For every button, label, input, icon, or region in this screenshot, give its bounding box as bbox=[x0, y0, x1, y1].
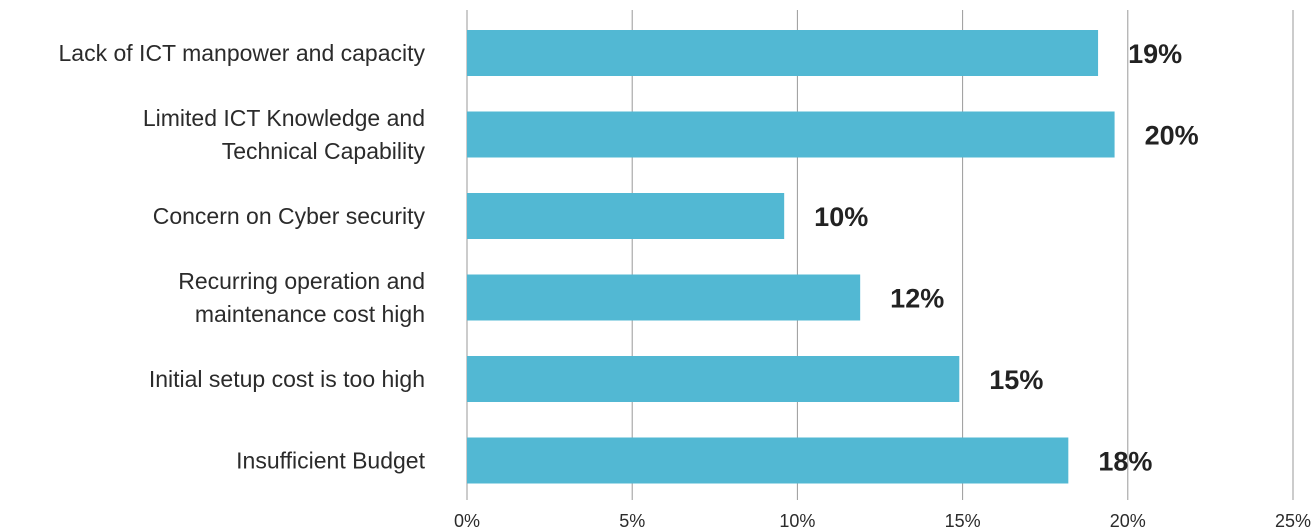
data-label: 15% bbox=[989, 365, 1043, 395]
category-label: Concern on Cyber security bbox=[153, 203, 426, 229]
category-label: Insufficient Budget bbox=[236, 448, 425, 474]
x-tick-label: 25% bbox=[1275, 511, 1311, 529]
bar bbox=[467, 274, 861, 321]
category-label: Limited ICT Knowledge and Technical Capab… bbox=[143, 105, 426, 164]
x-axis-tick-labels: 0% 5% 10% 15% 20% 25% bbox=[454, 511, 1311, 529]
data-label: 20% bbox=[1145, 121, 1199, 151]
bars bbox=[467, 30, 1115, 484]
x-tick-label: 5% bbox=[619, 511, 645, 529]
x-tick-label: 20% bbox=[1110, 511, 1146, 529]
category-label: Recurring operation and maintenance cost … bbox=[178, 268, 425, 327]
gridlines bbox=[466, 10, 1294, 500]
x-tick-label: 0% bbox=[454, 511, 480, 529]
data-label: 10% bbox=[814, 202, 868, 232]
x-tick-label: 10% bbox=[779, 511, 815, 529]
category-labels: Lack of ICT manpower and capacity Limited… bbox=[59, 40, 426, 474]
data-labels: 19% 20% 10% 12% 15% 18% bbox=[814, 39, 1198, 477]
bar bbox=[467, 356, 960, 402]
bar bbox=[467, 193, 785, 239]
data-label: 19% bbox=[1128, 39, 1182, 69]
category-label: Initial setup cost is too high bbox=[149, 366, 425, 392]
bar bbox=[467, 437, 1069, 484]
x-tick-label: 15% bbox=[945, 511, 981, 529]
data-label: 18% bbox=[1098, 447, 1152, 477]
bar bbox=[467, 30, 1099, 76]
data-label: 12% bbox=[890, 284, 944, 314]
category-label: Lack of ICT manpower and capacity bbox=[59, 40, 426, 66]
bar bbox=[467, 111, 1115, 158]
